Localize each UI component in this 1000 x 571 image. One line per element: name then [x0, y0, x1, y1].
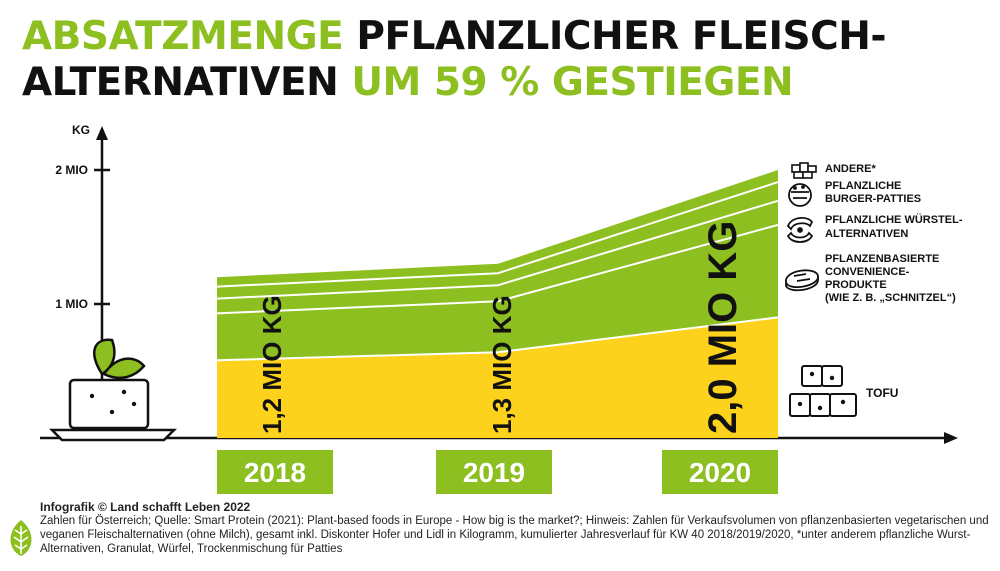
year-label-2020: 2020 [689, 457, 751, 488]
boxes-icon [791, 162, 817, 179]
area-boundary [216, 199, 779, 300]
legend-label-tofu: TOFU [866, 386, 898, 400]
legend-label-burger: PFLANZLICHE BURGER-PATTIES [825, 180, 921, 205]
y-axis-arrow [96, 126, 108, 140]
area-series-3 [217, 200, 778, 314]
area-boundary [216, 181, 779, 288]
total-labels: 1,2 MIO KG 1,3 MIO KG 2,0 MIO KG [257, 221, 745, 434]
y-tick-label: 2 MIO [55, 163, 88, 177]
patty-icon [785, 269, 819, 292]
legend: ANDERE* PFLANZLICHE BURGER-PATTIES PFLANZ… [785, 162, 963, 417]
area-series-5 [217, 170, 778, 287]
y-tick-label: 1 MIO [55, 297, 88, 311]
stacked-area-chart: KG 1 MIO 2 MIO 1,2 MIO KG 1,3 MIO KG 2,0 MI… [40, 123, 963, 494]
area-boundary [216, 316, 779, 362]
footer: Infografik © Land schafft Leben 2022 Zah… [40, 500, 990, 556]
total-label-2019: 1,3 MIO KG [487, 295, 517, 434]
legend-label-andere: ANDERE* [825, 163, 876, 175]
year-box-2020 [662, 450, 778, 494]
title-accent-2: UM 59 % GESTIEGEN [351, 60, 794, 105]
sausage-icon [786, 217, 814, 243]
total-label-2018: 1,2 MIO KG [257, 295, 287, 434]
area-series-4 [217, 182, 778, 299]
burger-icon [788, 183, 812, 207]
chart-title: ABSATZMENGE PFLANZLICHER FLEISCH- ALTERN… [22, 14, 887, 106]
year-box-2018 [217, 450, 333, 494]
plant-tofu-icon [48, 338, 178, 442]
year-box-2019 [436, 450, 552, 494]
total-label-2020: 2,0 MIO KG [701, 221, 745, 434]
title-text-1: PFLANZLICHER FLEISCH- [356, 14, 887, 59]
title-text-2: ALTERNATIVEN [22, 60, 339, 105]
legend-label-convenience: PFLANZENBASIERTE CONVENIENCE-PRODUKTE (WIE… [825, 253, 956, 304]
tofu-icon [789, 365, 857, 417]
credit-line: Infografik © Land schafft Leben 2022 [40, 500, 251, 514]
y-ticks: 1 MIO 2 MIO [55, 163, 110, 311]
legend-label-wuerstel: PFLANZLICHE WÜRSTEL-ALTERNATIVEN [825, 213, 963, 240]
title-accent-1: ABSATZMENGE [22, 14, 344, 59]
year-label-2018: 2018 [244, 457, 306, 488]
area-series-2 [217, 224, 778, 361]
title-line-2: ALTERNATIVEN UM 59 % GESTIEGEN [22, 60, 794, 105]
areas [216, 170, 779, 438]
area-boundary [216, 223, 779, 315]
y-axis-unit: KG [72, 123, 90, 137]
source-note: Zahlen für Österreich; Quelle: Smart Pro… [40, 515, 989, 555]
year-boxes: 2018 2019 2020 [217, 450, 778, 494]
year-label-2019: 2019 [463, 457, 525, 488]
leaf-logo-icon [10, 520, 32, 556]
title-line-1: ABSATZMENGE PFLANZLICHER FLEISCH- [22, 14, 887, 59]
area-series-1 [217, 317, 778, 438]
x-axis-arrow [944, 432, 958, 444]
